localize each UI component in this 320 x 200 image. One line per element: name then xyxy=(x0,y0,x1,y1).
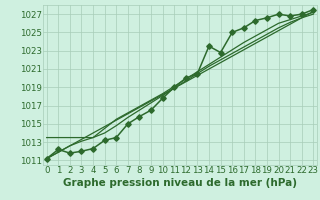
X-axis label: Graphe pression niveau de la mer (hPa): Graphe pression niveau de la mer (hPa) xyxy=(63,178,297,188)
